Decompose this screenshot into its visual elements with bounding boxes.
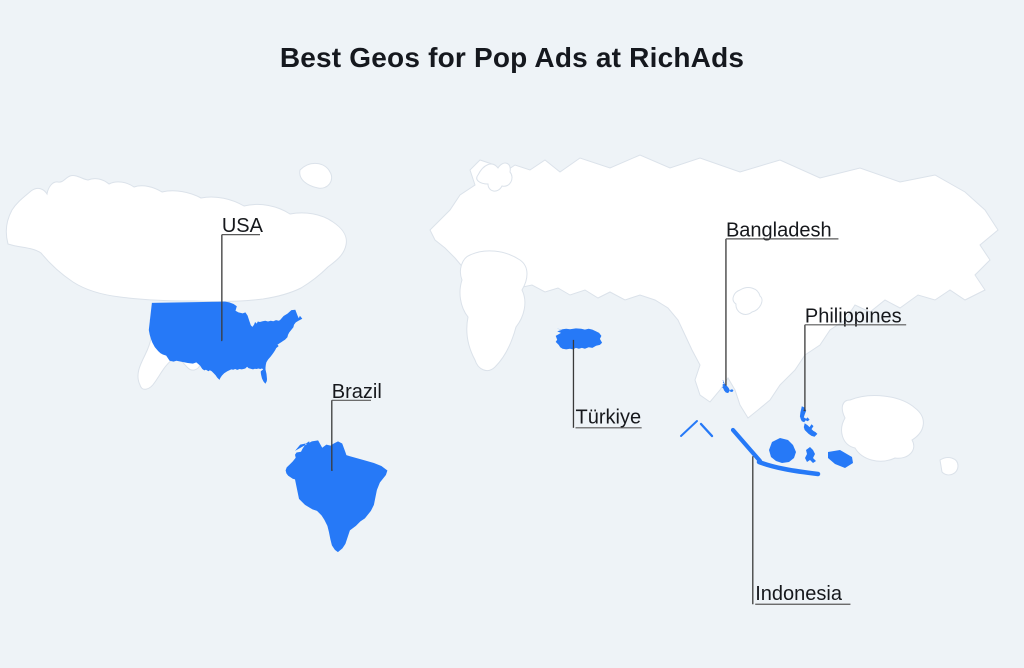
svg-text:Türkiye: Türkiye — [576, 407, 642, 429]
svg-text:Indonesia: Indonesia — [755, 583, 843, 605]
svg-text:USA: USA — [222, 215, 264, 237]
